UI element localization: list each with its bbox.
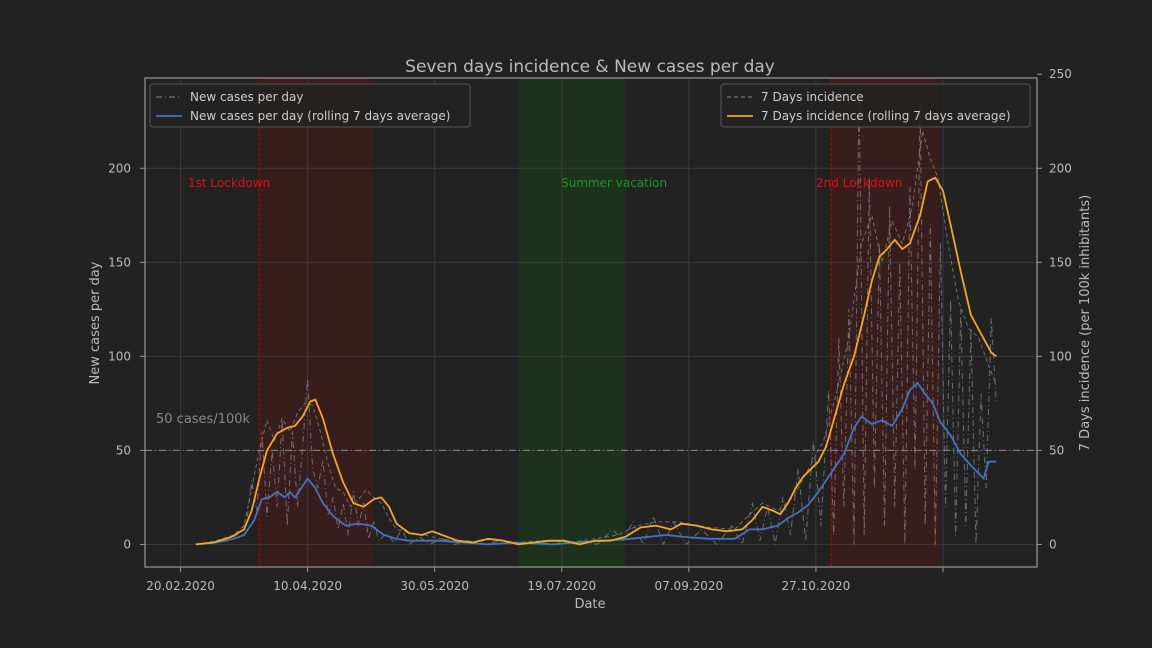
y-right-tick-label: 150 <box>1049 255 1072 269</box>
grid-layer <box>145 78 1037 567</box>
y-left-tick-label: 150 <box>108 255 131 269</box>
region-label: 2nd Lockdown <box>816 176 902 190</box>
series-line <box>195 381 997 546</box>
region-band <box>831 78 941 567</box>
y-left-tick-label: 50 <box>116 443 131 457</box>
x-tick-label: 27.10.2020 <box>782 579 851 593</box>
x-tick-label: 07.09.2020 <box>654 579 723 593</box>
x-tick-label: 20.02.2020 <box>146 579 215 593</box>
y-right-tick-label: 50 <box>1049 443 1064 457</box>
x-tick-label: 10.04.2020 <box>273 579 342 593</box>
y-right-tick-label: 100 <box>1049 349 1072 363</box>
region-band <box>259 78 374 567</box>
series-line <box>195 83 997 545</box>
legend-label: 7 Days incidence (rolling 7 days average… <box>761 109 1011 123</box>
x-tick-label: 30.05.2020 <box>400 579 469 593</box>
y-axis-title-left: New cases per day <box>88 261 103 384</box>
region-label: 1st Lockdown <box>188 176 270 190</box>
y-left-tick-label: 0 <box>123 537 131 551</box>
series-line <box>195 176 997 546</box>
y-right-tick-label: 200 <box>1049 161 1072 175</box>
x-tick-label: 19.07.2020 <box>527 579 596 593</box>
series-layer: 50 cases/100k <box>145 83 1037 546</box>
legend-label: New cases per day <box>190 90 303 104</box>
axes-layer: 20.02.2020 10.04.2020 30.05.2020 19.07.2020… <box>108 67 1072 593</box>
y-axis-title-right: 7 Days incidence (per 100k inhibitants) <box>1078 195 1093 451</box>
x-axis-title: Date <box>574 597 605 612</box>
legend-box <box>720 83 1031 128</box>
threshold-label: 50 cases/100k <box>156 412 251 427</box>
legend-box <box>149 83 471 128</box>
y-right-tick-label: 250 <box>1049 67 1072 81</box>
legend-right: 7 Days incidence 7 Days incidence (rollin… <box>720 83 1031 128</box>
y-left-tick-label: 100 <box>108 349 131 363</box>
region-label: Summer vacation <box>561 176 667 190</box>
chart-title: Seven days incidence & New cases per day <box>405 57 775 77</box>
legend-left: New cases per day New cases per day (roll… <box>149 83 471 128</box>
plot-frame <box>144 77 1038 568</box>
legend-label: 7 Days incidence <box>761 90 864 104</box>
region-band <box>518 78 626 567</box>
y-left-tick-label: 200 <box>108 161 131 175</box>
legend-label: New cases per day (rolling 7 days averag… <box>190 109 450 123</box>
y-right-tick-label: 0 <box>1049 537 1057 551</box>
